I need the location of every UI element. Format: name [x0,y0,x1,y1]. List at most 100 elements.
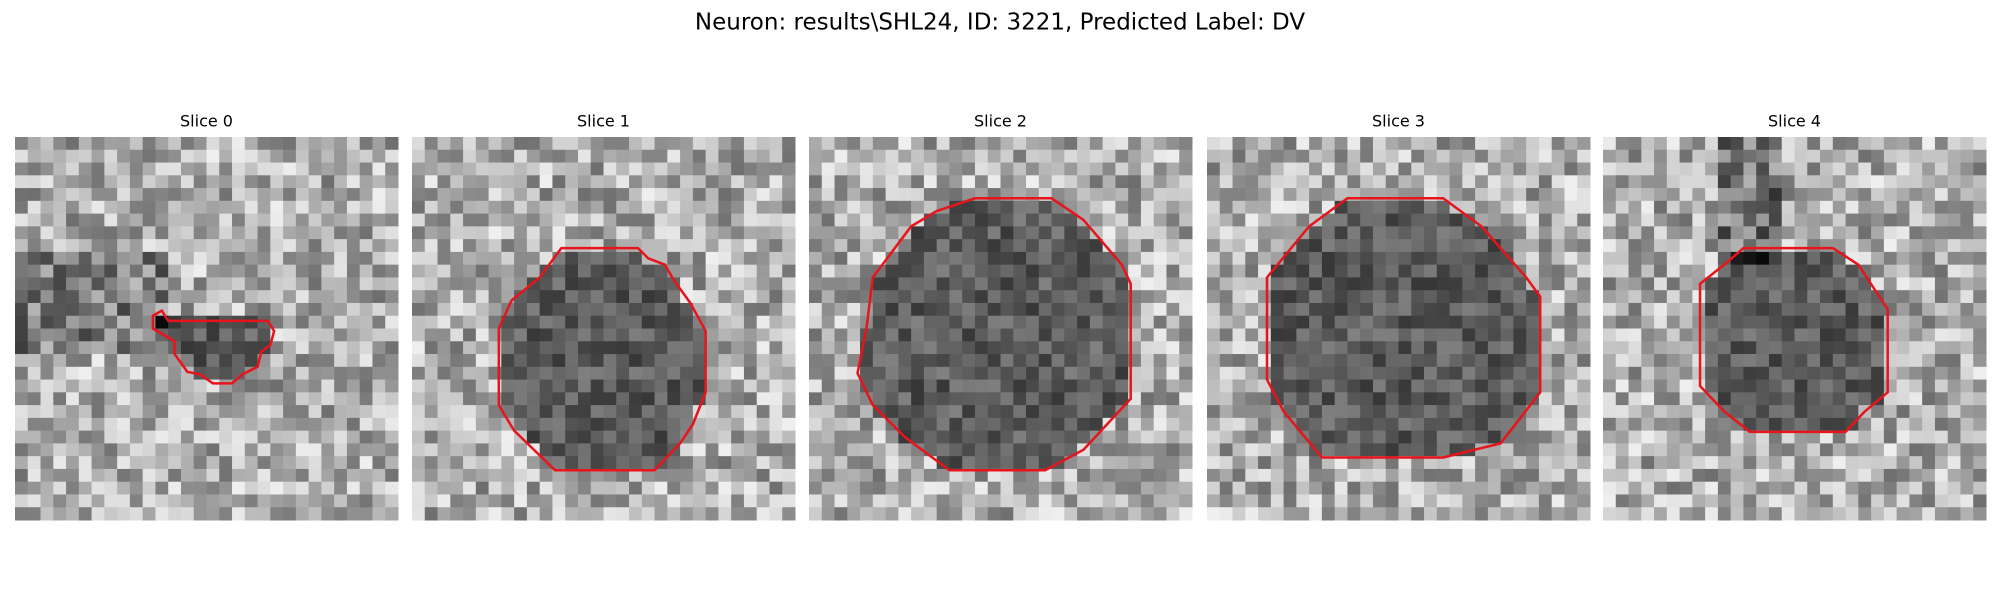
pixel [1270,494,1285,508]
pixel [1102,341,1116,355]
pixel [475,405,490,419]
pixel [15,430,29,444]
pixel [1679,175,1693,189]
pixel [206,213,220,227]
pixel [53,430,67,444]
pixel [1245,149,1259,164]
pixel [1692,468,1706,483]
pixel [424,481,439,495]
pixel [308,162,322,176]
pixel [1462,366,1476,381]
pixel [1845,379,1859,393]
pixel [66,302,80,317]
pixel [346,251,361,266]
pixel [155,341,169,355]
pixel [1513,456,1527,470]
pixel [1000,341,1014,355]
pixel [1947,481,1961,495]
pixel [1309,226,1323,240]
pixel [437,213,451,227]
pixel [463,443,477,457]
pixel [257,366,271,381]
pixel [847,277,861,291]
pixel [232,239,246,253]
pixel [1832,366,1847,381]
pixel [1526,302,1540,317]
pixel [923,379,938,393]
pixel [1820,417,1834,432]
pixel [692,277,707,291]
pixel [346,188,361,202]
pixel [1820,366,1834,381]
pixel [923,264,938,278]
pixel [437,366,451,381]
pixel [1717,302,1732,317]
pixel [1500,302,1514,317]
pixel [1679,302,1693,317]
pixel [654,507,668,521]
pixel [1717,443,1732,457]
pixel [1807,226,1821,240]
pixel [385,264,399,278]
pixel [539,251,553,266]
pixel [1179,188,1193,202]
pixel [1756,175,1770,189]
pixel [1449,315,1463,329]
pixel [654,290,668,304]
pixel [847,315,861,329]
pixel [1628,456,1642,470]
pixel [168,392,182,406]
pixel [834,175,848,189]
pixel [1909,200,1923,215]
pixel [1385,481,1399,495]
pixel [1436,213,1451,227]
pixel [27,379,42,393]
pixel [692,200,707,215]
pixel [782,251,796,266]
pixel [654,226,668,240]
pixel [1756,213,1770,227]
pixel [1820,443,1834,457]
pixel [756,188,770,202]
pixel [283,175,297,189]
pixel [193,200,207,215]
pixel [565,507,579,521]
pixel [321,417,335,432]
pixel [577,328,592,342]
pixel [1641,162,1655,176]
pixel [1360,239,1374,253]
pixel [412,251,426,266]
pixel [1411,264,1425,278]
pixel [1436,417,1451,432]
pixel [1551,481,1565,495]
pixel [898,162,912,176]
pixel [514,417,528,432]
pixel [782,392,796,406]
pixel [219,392,233,406]
pixel [1487,379,1502,393]
pixel [705,392,719,406]
pixel [962,290,976,304]
pixel [1628,302,1642,317]
pixel [1449,456,1463,470]
pixel [1321,328,1336,342]
contour [497,246,707,472]
pixel [1372,379,1387,393]
pixel [1360,137,1374,151]
pixel [1398,315,1412,329]
pixel [743,175,758,189]
pixel [15,341,29,355]
pixel [1730,456,1744,470]
pixel [1934,443,1949,457]
pixel [142,443,156,457]
pixel [321,468,335,483]
pixel [756,354,770,368]
pixel [475,162,490,176]
pixel [1051,392,1065,406]
pixel [834,405,848,419]
pixel [629,315,643,329]
pixel [66,328,80,342]
pixel [372,417,386,432]
pixel [1140,405,1155,419]
pixel [1321,302,1336,317]
